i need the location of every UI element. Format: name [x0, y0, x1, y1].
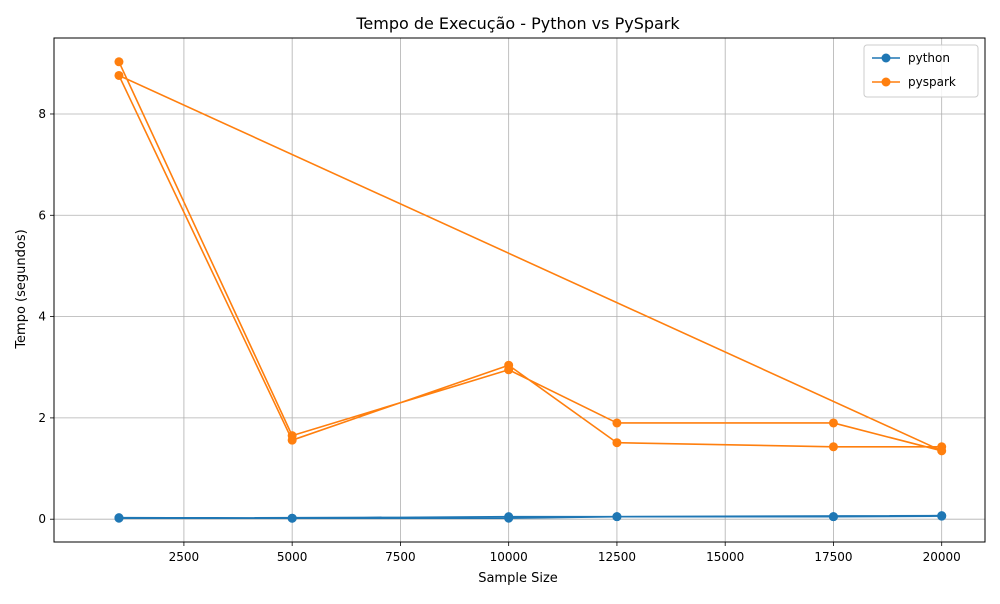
x-tick-label: 17500 — [814, 550, 852, 564]
chart-title: Tempo de Execução - Python vs PySpark — [355, 14, 680, 33]
x-tick-label: 20000 — [923, 550, 961, 564]
data-point-pyspark — [828, 418, 838, 428]
y-tick-label: 6 — [38, 208, 46, 222]
x-tick-label: 5000 — [277, 550, 308, 564]
x-axis-label: Sample Size — [478, 571, 558, 586]
x-tick-label: 15000 — [706, 550, 744, 564]
x-tick-label: 10000 — [490, 550, 528, 564]
data-point-pyspark — [114, 57, 124, 67]
series-line-python — [118, 514, 943, 519]
y-tick-label: 8 — [38, 107, 46, 121]
x-tick-label: 12500 — [598, 550, 636, 564]
plot-frame — [53, 37, 986, 543]
data-point-pyspark — [612, 438, 622, 448]
x-tick-label: 2500 — [169, 550, 200, 564]
legend: python pyspark — [863, 44, 979, 98]
series-line-pyspark — [118, 61, 943, 452]
data-point-python — [504, 513, 514, 523]
grid — [54, 38, 985, 542]
data-point-pyspark — [287, 435, 297, 445]
y-tick-label: 4 — [38, 310, 46, 324]
data-point-python — [612, 512, 622, 522]
axis-ticks: 2500 5000 7500 10000 12500 15000 17500 20000 0 2 4… — [38, 107, 960, 564]
data-point-pyspark — [504, 360, 514, 370]
data-point-pyspark — [828, 442, 838, 452]
data-point-python — [114, 513, 124, 523]
data-point-python — [937, 511, 947, 521]
data-point-pyspark — [937, 442, 947, 452]
series-layer — [114, 57, 947, 523]
series-pyspark — [114, 57, 947, 456]
legend-label-python: python — [908, 51, 950, 65]
data-point-pyspark — [114, 70, 124, 80]
data-point-python — [828, 512, 838, 522]
data-point-python — [287, 513, 297, 523]
data-point-pyspark — [612, 418, 622, 428]
y-axis-label: Tempo (segundos) — [14, 229, 29, 349]
x-tick-label: 7500 — [385, 550, 416, 564]
legend-marker-python — [881, 53, 891, 63]
legend-marker-pyspark — [881, 77, 891, 87]
series-python — [114, 511, 947, 523]
y-tick-label: 2 — [38, 411, 46, 425]
y-tick-label: 0 — [38, 512, 46, 526]
legend-label-pyspark: pyspark — [908, 75, 956, 89]
